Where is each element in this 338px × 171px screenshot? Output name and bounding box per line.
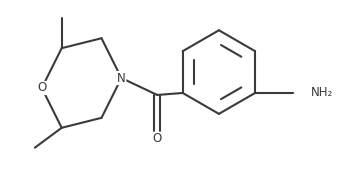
Text: O: O	[152, 132, 162, 145]
Text: N: N	[117, 71, 126, 84]
Text: NH₂: NH₂	[311, 87, 333, 100]
Text: O: O	[37, 82, 46, 95]
